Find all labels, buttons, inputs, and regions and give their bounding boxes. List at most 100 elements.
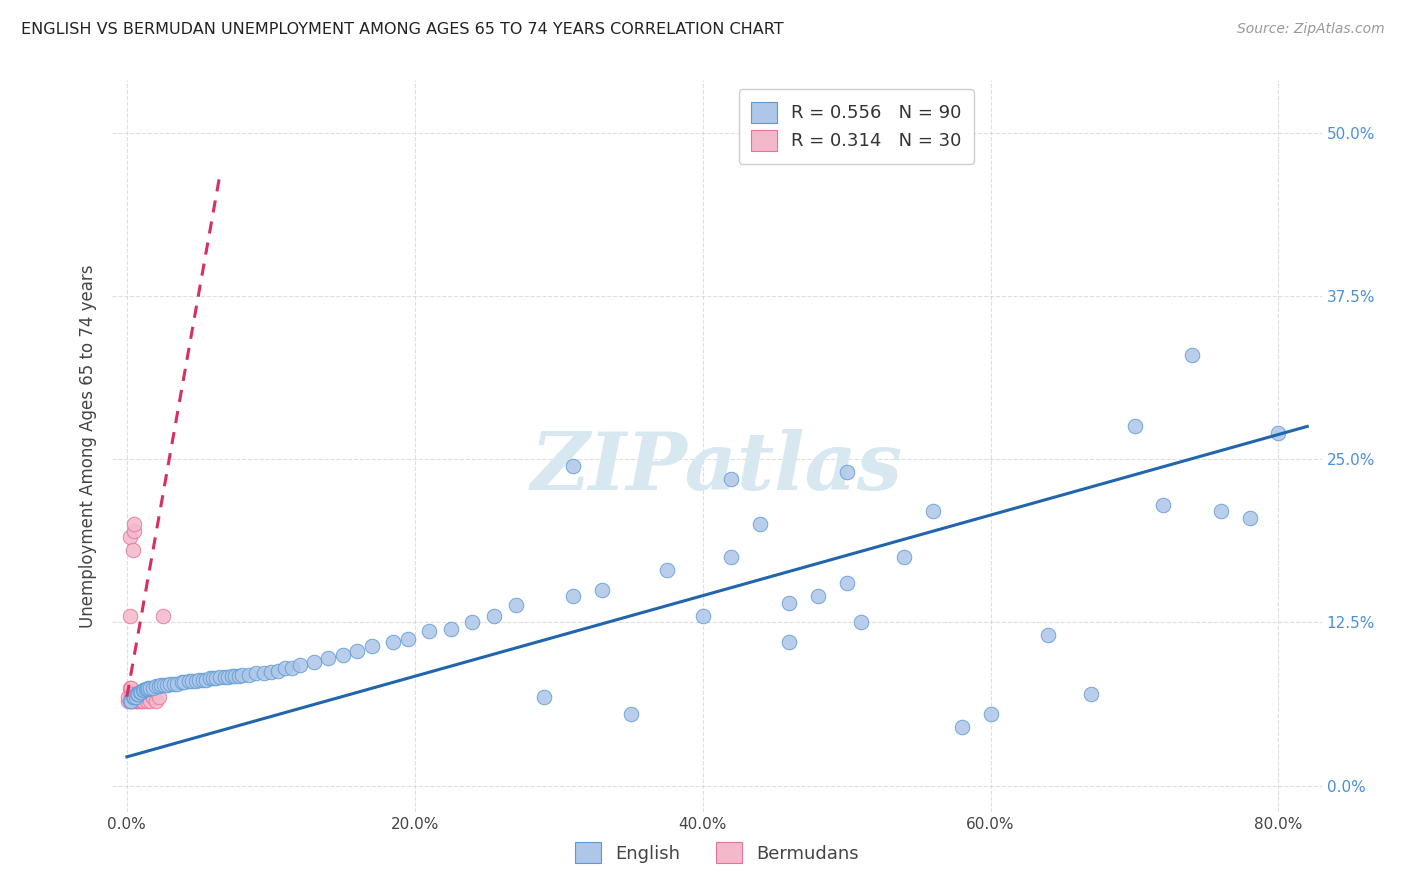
Point: [418, 624, 440, 639]
Point: [1123, 419, 1146, 434]
Point: [127, 694, 149, 708]
Text: ZIPatlas: ZIPatlas: [531, 429, 903, 507]
Point: [835, 576, 858, 591]
Point: [118, 530, 141, 544]
Point: [807, 589, 830, 603]
Point: [620, 706, 643, 721]
Point: [134, 683, 156, 698]
Point: [396, 632, 419, 647]
Point: [120, 694, 142, 708]
Point: [1152, 498, 1174, 512]
Point: [156, 678, 179, 692]
Point: [253, 666, 276, 681]
Point: [128, 684, 150, 698]
Point: [122, 524, 145, 538]
Legend: English, Bermudans: English, Bermudans: [562, 830, 872, 876]
Point: [121, 690, 143, 704]
Point: [125, 687, 148, 701]
Point: [120, 687, 142, 701]
Point: [505, 599, 527, 613]
Point: [221, 669, 243, 683]
Point: [117, 690, 139, 704]
Point: [562, 458, 585, 473]
Point: [749, 517, 772, 532]
Point: [159, 676, 181, 690]
Point: [209, 670, 232, 684]
Point: [950, 720, 973, 734]
Point: [153, 678, 176, 692]
Text: ENGLISH VS BERMUDAN UNEMPLOYMENT AMONG AGES 65 TO 74 YEARS CORRELATION CHART: ENGLISH VS BERMUDAN UNEMPLOYMENT AMONG A…: [21, 22, 783, 37]
Point: [135, 681, 157, 696]
Point: [117, 694, 139, 708]
Point: [166, 676, 188, 690]
Point: [121, 543, 143, 558]
Point: [138, 687, 160, 701]
Point: [1209, 504, 1232, 518]
Point: [122, 517, 145, 532]
Point: [202, 672, 225, 686]
Point: [136, 694, 159, 708]
Point: [288, 658, 311, 673]
Point: [274, 661, 297, 675]
Point: [482, 608, 505, 623]
Point: [922, 504, 945, 518]
Point: [148, 690, 170, 704]
Point: [591, 582, 613, 597]
Point: [121, 694, 143, 708]
Point: [1267, 425, 1289, 440]
Point: [120, 694, 142, 708]
Point: [893, 549, 915, 564]
Point: [128, 690, 150, 704]
Point: [360, 639, 382, 653]
Point: [145, 694, 167, 708]
Point: [533, 690, 555, 704]
Point: [148, 679, 170, 693]
Point: [120, 681, 142, 695]
Point: [195, 673, 218, 687]
Point: [142, 690, 165, 704]
Point: [135, 690, 157, 704]
Point: [217, 670, 239, 684]
Point: [139, 681, 162, 695]
Point: [440, 622, 463, 636]
Point: [720, 472, 742, 486]
Point: [332, 648, 354, 662]
Point: [121, 687, 143, 701]
Point: [1036, 628, 1059, 642]
Point: [245, 666, 267, 681]
Point: [170, 675, 193, 690]
Point: [191, 673, 215, 687]
Point: [118, 694, 141, 708]
Point: [720, 549, 742, 564]
Point: [118, 608, 141, 623]
Point: [129, 684, 152, 698]
Point: [231, 667, 253, 681]
Point: [260, 665, 283, 679]
Point: [461, 615, 484, 630]
Point: [124, 690, 146, 704]
Point: [778, 596, 800, 610]
Point: [142, 681, 165, 695]
Point: [849, 615, 872, 630]
Point: [302, 655, 325, 669]
Point: [132, 683, 155, 698]
Point: [214, 670, 236, 684]
Point: [835, 465, 858, 479]
Point: [346, 644, 368, 658]
Point: [778, 635, 800, 649]
Point: [129, 694, 152, 708]
Point: [1080, 687, 1102, 701]
Point: [152, 608, 174, 623]
Point: [205, 672, 228, 686]
Point: [184, 674, 207, 689]
Point: [267, 664, 290, 678]
Point: [138, 681, 160, 695]
Point: [132, 694, 155, 708]
Point: [281, 661, 304, 675]
Point: [134, 687, 156, 701]
Point: [127, 687, 149, 701]
Point: [655, 563, 678, 577]
Point: [125, 687, 148, 701]
Point: [124, 694, 146, 708]
Point: [124, 687, 146, 701]
